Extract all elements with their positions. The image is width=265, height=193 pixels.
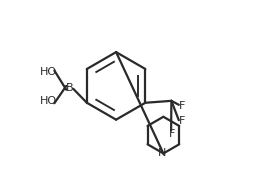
Text: F: F bbox=[179, 116, 185, 126]
Text: HO: HO bbox=[40, 67, 57, 77]
Text: N: N bbox=[158, 148, 166, 158]
Text: B: B bbox=[66, 83, 74, 93]
Text: F: F bbox=[169, 129, 175, 139]
Text: HO: HO bbox=[40, 96, 57, 106]
Text: F: F bbox=[179, 101, 185, 111]
